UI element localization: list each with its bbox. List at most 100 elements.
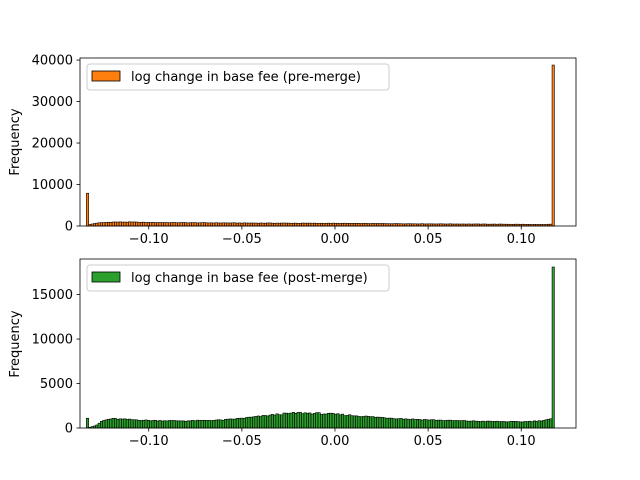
bar: [144, 419, 148, 429]
bar: [549, 418, 553, 429]
legend-swatch: [91, 70, 121, 82]
bar: [324, 223, 328, 227]
bar: [399, 418, 403, 429]
bar: [221, 222, 225, 227]
bar: [111, 417, 115, 429]
bar: [308, 222, 312, 227]
bar: [198, 222, 202, 227]
bar: [467, 420, 471, 429]
bar: [270, 414, 274, 429]
bar: [214, 222, 218, 227]
bar: [329, 412, 333, 429]
bar: [359, 416, 363, 429]
bar: [479, 421, 483, 429]
bar: [334, 413, 338, 429]
bar: [348, 414, 352, 429]
bar: [352, 415, 356, 429]
bar: [266, 415, 270, 429]
bar: [408, 419, 412, 429]
bar: [214, 419, 218, 429]
bar: [97, 222, 101, 227]
bar: [455, 420, 459, 429]
bar: [179, 420, 183, 429]
bar: [537, 420, 541, 429]
bar: [191, 420, 195, 429]
legend-swatch: [91, 271, 121, 283]
bar: [170, 222, 174, 227]
bar: [327, 222, 331, 227]
bar: [181, 222, 185, 227]
bar: [193, 222, 197, 227]
bar: [261, 222, 265, 227]
bar: [226, 418, 230, 429]
bar: [142, 221, 146, 227]
bar: [128, 221, 132, 227]
bar: [111, 221, 115, 227]
bar: [376, 416, 380, 429]
bar: [334, 222, 338, 227]
bar: [219, 419, 223, 429]
y-tick-label: 0: [65, 422, 73, 437]
bar: [207, 222, 211, 227]
bar: [486, 420, 490, 429]
y-tick-label: 40000: [32, 54, 73, 69]
bar: [476, 420, 480, 429]
bar: [153, 419, 157, 429]
bar: [151, 222, 155, 227]
bar: [294, 413, 298, 429]
bar: [165, 222, 169, 227]
bar: [270, 222, 274, 227]
bar: [502, 421, 506, 429]
bar: [245, 417, 249, 429]
bar: [95, 222, 99, 227]
bar: [252, 222, 256, 227]
bar: [104, 222, 108, 227]
bar: [104, 419, 108, 429]
bar: [371, 416, 375, 429]
x-tick-label: 0.10: [507, 434, 536, 449]
bar: [273, 222, 277, 227]
bar: [184, 420, 188, 429]
bar: [167, 420, 171, 429]
bar: [509, 421, 513, 429]
bar: [357, 223, 361, 227]
bar: [156, 420, 160, 429]
bar: [343, 222, 347, 227]
bar: [240, 222, 244, 227]
bar: [298, 412, 302, 429]
bar: [207, 420, 211, 429]
bar: [282, 222, 286, 227]
bar: [526, 421, 529, 429]
bar: [320, 414, 323, 429]
bar: [116, 418, 120, 429]
bar: [437, 419, 441, 429]
bar: [488, 420, 492, 429]
bar: [432, 419, 436, 429]
bar: [355, 415, 359, 429]
bar: [343, 415, 347, 429]
x-tick-label: −0.05: [222, 232, 262, 247]
bar: [231, 222, 235, 227]
x-tick-label: 0.00: [321, 232, 350, 247]
bar: [357, 416, 361, 429]
bar: [146, 222, 150, 227]
bar: [430, 419, 433, 429]
bar: [275, 222, 279, 227]
y-tick-label: 0: [65, 220, 73, 235]
bar: [151, 420, 155, 429]
bar: [245, 222, 249, 227]
bar: [289, 412, 293, 429]
bar: [242, 222, 246, 227]
bar: [177, 420, 181, 429]
bar: [406, 418, 410, 429]
bar: [189, 222, 192, 227]
bar: [156, 222, 160, 227]
bar: [369, 416, 373, 429]
bar: [205, 222, 209, 227]
bar: [373, 416, 377, 429]
bar: [139, 420, 143, 429]
bar: [277, 222, 281, 227]
bar: [385, 417, 389, 429]
bar: [226, 222, 230, 227]
y-tick-label: 5000: [40, 377, 73, 392]
